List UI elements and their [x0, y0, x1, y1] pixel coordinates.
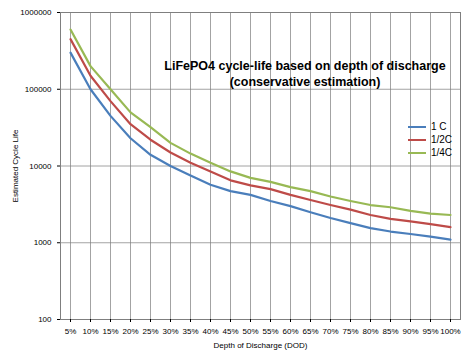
- svg-text:100000: 100000: [25, 85, 52, 94]
- svg-text:85%: 85%: [382, 327, 398, 336]
- html-text:1 C: 1 C: [430, 121, 447, 132]
- svg-text:60%: 60%: [282, 327, 298, 336]
- svg-text:55%: 55%: [262, 327, 278, 336]
- svg-text:10000: 10000: [29, 162, 52, 171]
- svg-text:15%: 15%: [102, 327, 118, 336]
- html-text:1/2C: 1/2C: [430, 134, 452, 145]
- svg-text:50%: 50%: [242, 327, 258, 336]
- html-text:LiFePO4 cycle-life based on de: LiFePO4 cycle-life based on depth of dis…: [164, 59, 446, 73]
- svg-text:70%: 70%: [322, 327, 338, 336]
- html-text:1/4C: 1/4C: [430, 147, 452, 158]
- svg-text:1000: 1000: [34, 238, 52, 247]
- svg-text:35%: 35%: [182, 327, 198, 336]
- svg-text:Depth of Discharge (DOD): Depth of Discharge (DOD): [214, 341, 308, 350]
- svg-text:40%: 40%: [202, 327, 218, 336]
- svg-text:80%: 80%: [362, 327, 378, 336]
- svg-text:30%: 30%: [162, 327, 178, 336]
- svg-text:5%: 5%: [65, 327, 77, 336]
- svg-text:90%: 90%: [402, 327, 418, 336]
- svg-text:Estimated Cycle Life: Estimated Cycle Life: [11, 129, 20, 202]
- svg-text:20%: 20%: [122, 327, 138, 336]
- svg-text:100: 100: [38, 315, 52, 324]
- svg-text:95%: 95%: [422, 327, 438, 336]
- html-text:(conservative estimation): (conservative estimation): [229, 75, 381, 89]
- svg-text:1000000: 1000000: [20, 8, 52, 17]
- svg-text:45%: 45%: [222, 327, 238, 336]
- svg-text:75%: 75%: [342, 327, 358, 336]
- svg-text:65%: 65%: [302, 327, 318, 336]
- svg-text:25%: 25%: [142, 327, 158, 336]
- svg-text:100%: 100%: [440, 327, 460, 336]
- svg-text:10%: 10%: [82, 327, 98, 336]
